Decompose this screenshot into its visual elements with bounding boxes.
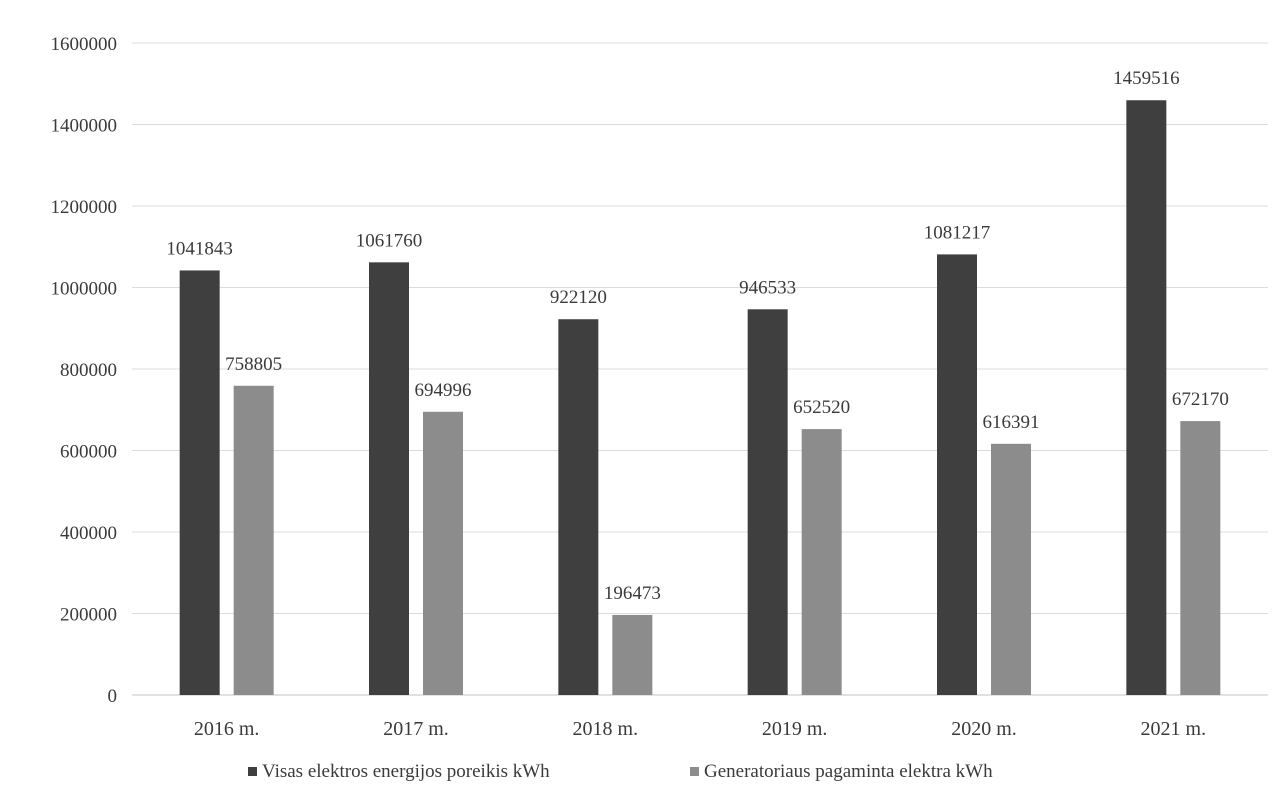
y-tick-label: 800000 [60, 360, 117, 381]
data-label-generator-output: 616391 [983, 412, 1040, 433]
y-tick-label: 1000000 [51, 279, 118, 300]
legend-label: Generatoriaus pagaminta elektra kWh [704, 761, 993, 782]
x-axis-category-labels: 2016 m. 2017 m. 2018 m. 2019 m. 2020 m. 2021 … [194, 718, 1206, 740]
y-axis-tick-labels: 0 200000 400000 600000 800000 1000000 1200000 1… [51, 34, 118, 707]
legend-label: Visas elektros energijos poreikis kWh [262, 761, 550, 782]
data-label-generator-output: 652520 [793, 397, 850, 418]
bar-generator-output [423, 411, 463, 695]
y-tick-label: 1200000 [51, 197, 118, 218]
y-tick-label: 600000 [60, 442, 117, 463]
y-tick-label: 200000 [60, 605, 117, 626]
data-label-total-demand: 1081217 [924, 222, 991, 243]
bar-total-demand [179, 270, 220, 695]
data-label-generator-output: 672170 [1172, 389, 1229, 410]
x-category-label: 2019 m. [762, 718, 828, 740]
data-labels: 1041843 758805 1061760 694996 922120 196473 94… [166, 68, 1228, 604]
data-label-total-demand: 1459516 [1113, 68, 1180, 89]
bar-total-demand [937, 254, 977, 696]
bar-total-demand [369, 262, 409, 695]
x-category-label: 2016 m. [194, 718, 260, 740]
legend-swatch [690, 767, 699, 776]
bar-total-demand [1126, 100, 1167, 695]
data-label-total-demand: 1041843 [166, 238, 233, 259]
bar-generator-output [991, 443, 1031, 695]
legend: Visas elektros energijos poreikis kWh Gen… [248, 761, 993, 782]
x-category-label: 2021 m. [1141, 718, 1207, 740]
data-label-generator-output: 694996 [415, 380, 472, 401]
bar-generator-output [801, 429, 842, 695]
data-label-total-demand: 922120 [550, 287, 607, 308]
data-label-generator-output: 758805 [225, 354, 282, 375]
bar-generator-output [612, 614, 653, 695]
bar-generator-output [233, 385, 274, 695]
x-category-label: 2020 m. [951, 718, 1017, 740]
data-label-total-demand: 1061760 [356, 230, 423, 251]
y-tick-label: 1400000 [51, 116, 118, 137]
x-category-label: 2018 m. [573, 718, 639, 740]
legend-swatch [248, 767, 257, 776]
bar-total-demand [558, 319, 599, 695]
bar-total-demand [747, 309, 788, 695]
bar-generator-output [1180, 421, 1221, 695]
data-label-generator-output: 196473 [604, 583, 661, 604]
y-tick-label: 1600000 [51, 34, 118, 55]
bars [179, 100, 1221, 696]
x-category-label: 2017 m. [383, 718, 449, 740]
gridlines [132, 42, 1268, 696]
y-tick-label: 0 [108, 686, 118, 707]
data-label-total-demand: 946533 [739, 277, 796, 298]
y-tick-label: 400000 [60, 523, 117, 544]
